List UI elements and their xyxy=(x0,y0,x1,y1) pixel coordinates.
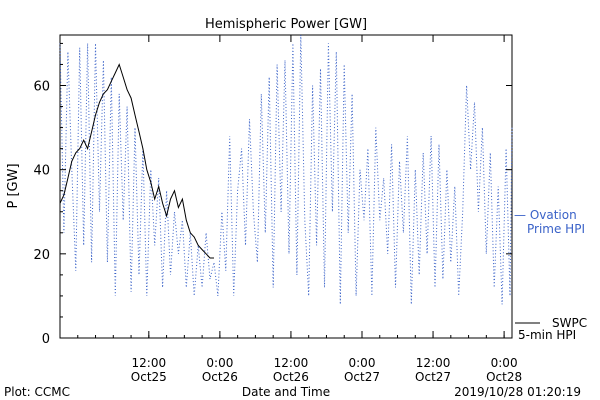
x-tick-label-date: Oct27 xyxy=(415,370,451,384)
x-tick-label-time: 0:00 xyxy=(349,356,376,370)
x-axis-label: Date and Time xyxy=(242,385,330,399)
legend-swpc-line1: SWPC xyxy=(552,316,587,330)
plot-timestamp: 2019/10/28 01:20:19 xyxy=(454,385,581,399)
y-axis-label: P [GW] xyxy=(6,163,21,208)
chart-title: Hemispheric Power [GW] xyxy=(205,17,367,32)
y-tick-label: 40 xyxy=(33,164,50,179)
x-axis: 12:00Oct250:00Oct2612:00Oct260:00Oct2712… xyxy=(59,35,522,384)
series-line-ovation-prime xyxy=(59,34,513,305)
y-tick-label: 20 xyxy=(33,248,50,263)
y-tick-label: 0 xyxy=(42,332,50,347)
plot-area-frame xyxy=(59,34,513,339)
x-tick-label-time: 12:00 xyxy=(274,356,309,370)
x-tick-label-date: Oct26 xyxy=(273,370,309,384)
x-tick-label-time: 0:00 xyxy=(206,356,233,370)
x-tick-label-time: 0:00 xyxy=(491,356,518,370)
x-tick-label-date: Oct26 xyxy=(202,370,238,384)
legend-ovation-line2: Prime HPI xyxy=(527,222,585,236)
y-axis: 0 20 40 60 xyxy=(33,42,512,347)
x-tick-label-date: Oct25 xyxy=(131,370,167,384)
x-tick-label-date: Oct28 xyxy=(486,370,522,384)
y-tick-label: 60 xyxy=(33,80,50,95)
plot-credit: Plot: CCMC xyxy=(4,385,70,399)
series-line-swpc xyxy=(59,63,214,259)
legend-swpc-line2: 5-min HPI xyxy=(518,328,576,342)
legend-ovation-line1: — Ovation xyxy=(514,208,577,222)
ovation-series-layer xyxy=(59,34,513,305)
x-tick-label-time: 12:00 xyxy=(132,356,167,370)
swpc-series-layer xyxy=(59,63,214,259)
x-tick-label-date: Oct27 xyxy=(344,370,380,384)
x-tick-label-time: 12:00 xyxy=(416,356,451,370)
